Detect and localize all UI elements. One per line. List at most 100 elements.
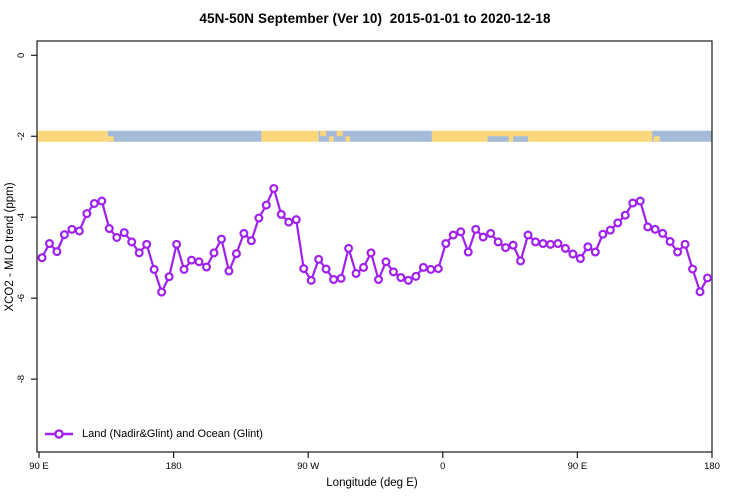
y-tick-label: 0 (16, 53, 27, 58)
data-point (104, 224, 114, 234)
plot-border (36, 40, 713, 453)
data-point (366, 248, 376, 258)
surface-band-ocean-patch (487, 136, 509, 142)
surface-band-land-patch (329, 136, 334, 142)
data-point (575, 254, 585, 264)
data-point (418, 262, 428, 272)
data-point (89, 198, 99, 208)
x-tick-label: 0 (440, 461, 445, 472)
data-point (688, 264, 698, 274)
data-point (643, 222, 653, 232)
legend: Land (Nadir&Glint) and Ocean (Glint) (44, 428, 263, 440)
data-point (403, 275, 413, 285)
data-point (44, 239, 54, 249)
data-point (456, 227, 466, 237)
data-point (501, 243, 511, 253)
data-point (583, 242, 593, 252)
data-point (441, 239, 451, 249)
y-tick-label: -4 (16, 213, 27, 221)
surface-band-ocean-segment (652, 130, 712, 142)
data-point (329, 275, 339, 285)
data-point (486, 228, 496, 238)
data-point (478, 232, 488, 242)
data-point (254, 213, 264, 223)
data-point (381, 257, 391, 267)
data-point (276, 209, 286, 219)
data-point (411, 271, 421, 281)
data-point (142, 239, 152, 249)
data-point (396, 273, 406, 283)
data-point (172, 239, 182, 249)
data-point (388, 267, 398, 277)
data-point (471, 224, 481, 234)
data-point (179, 264, 189, 274)
data-point (560, 243, 570, 253)
data-point (590, 247, 600, 257)
data-point (351, 268, 361, 278)
data-point (67, 224, 77, 234)
x-tick-label: 90 E (29, 461, 49, 472)
data-point (695, 287, 705, 297)
data-point (82, 209, 92, 219)
data-point (463, 247, 473, 257)
data-point (598, 229, 608, 239)
surface-band-ocean-patch (513, 136, 529, 142)
data-point (493, 237, 503, 247)
surface-band-land-segment (37, 130, 108, 142)
y-tick-label: -6 (16, 294, 27, 302)
data-point (620, 210, 630, 220)
data-point (284, 217, 294, 227)
data-point (112, 232, 122, 242)
data-point (635, 196, 645, 206)
data-point (59, 230, 69, 240)
data-point (209, 248, 219, 258)
data-point (373, 275, 383, 285)
data-point (628, 198, 638, 208)
data-point (321, 264, 331, 274)
data-point (224, 266, 234, 276)
data-point (134, 248, 144, 258)
legend-marker-icon (45, 429, 73, 439)
data-point (202, 262, 212, 272)
data-point (508, 240, 518, 250)
data-point (538, 239, 548, 249)
data-point (239, 228, 249, 238)
x-tick-label: 90 W (297, 461, 319, 472)
data-point (74, 226, 84, 236)
data-point (523, 230, 533, 240)
surface-band-land-patch (653, 136, 660, 142)
data-point (306, 275, 316, 285)
legend-label: Land (Nadir&Glint) and Ocean (Glint) (82, 428, 263, 440)
y-tick-label: -2 (16, 132, 27, 140)
data-point (516, 256, 526, 266)
data-point (97, 196, 107, 206)
surface-band-land-patch (345, 136, 351, 142)
surface-band-ocean-segment (107, 130, 262, 142)
data-point (658, 228, 668, 238)
data-point (52, 247, 62, 257)
x-tick-label: 180 (166, 461, 182, 472)
data-point (359, 262, 369, 272)
x-tick-label: 90 E (568, 461, 588, 472)
data-point (157, 287, 167, 297)
surface-band-land-segment (431, 130, 653, 142)
data-point (336, 273, 346, 283)
data-point (531, 237, 541, 247)
data-point (673, 247, 683, 257)
data-point (299, 264, 309, 274)
surface-band-land-segment (261, 130, 319, 142)
data-point (545, 239, 555, 249)
data-point (568, 249, 578, 259)
data-point (231, 249, 241, 259)
surface-band-land-patch (107, 136, 114, 142)
data-point (665, 237, 675, 247)
chart-title: 45N-50N September (Ver 10) 2015-01-01 to… (199, 11, 551, 26)
data-point (149, 264, 159, 274)
data-point (448, 230, 458, 240)
data-point (344, 243, 354, 253)
data-point (291, 215, 301, 225)
surface-band-land-patch (336, 130, 343, 137)
data-point (613, 218, 623, 228)
data-line (41, 187, 709, 294)
